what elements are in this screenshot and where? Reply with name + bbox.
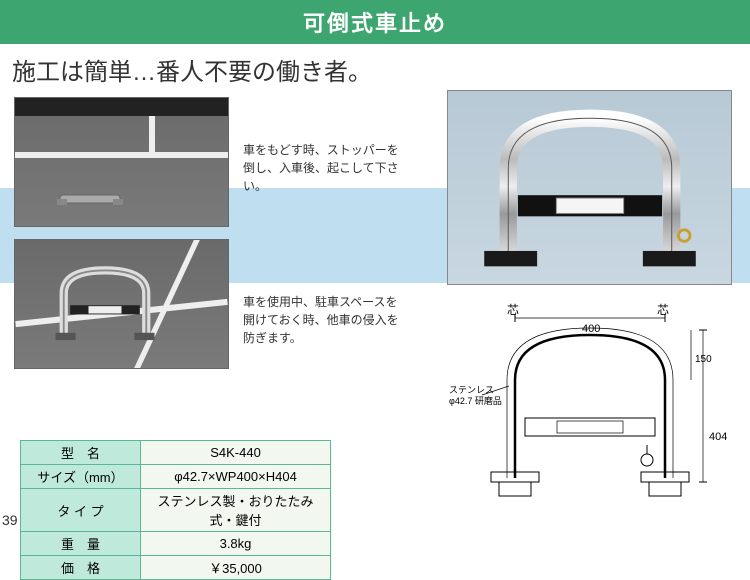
page-title: 可倒式車止め <box>303 11 447 36</box>
photo-upright <box>14 239 229 369</box>
spec-price: ￥35,000 <box>141 556 331 580</box>
spec-h-price: 価 格 <box>21 556 141 580</box>
spec-table: 型 名S4K-440 サイズ（mm）φ42.7×WP400×H404 タ イ プ… <box>20 440 331 580</box>
spec-h-size: サイズ（mm） <box>21 465 141 489</box>
table-row: 型 名S4K-440 <box>21 441 331 465</box>
spec-model: S4K-440 <box>141 441 331 465</box>
spec-h-model: 型 名 <box>21 441 141 465</box>
spec-type: ステンレス製・おりたたみ式・鍵付 <box>141 489 331 532</box>
spec-h-type: タ イ プ <box>21 489 141 532</box>
diagram-h: 404 <box>709 431 727 443</box>
table-row: 価 格￥35,000 <box>21 556 331 580</box>
page-number: 39 <box>2 512 18 528</box>
spec-weight: 3.8kg <box>141 532 331 556</box>
caption-upright: 車を使用中、駐車スペースを開けておく時、他車の侵入を防ぎます。 <box>243 293 403 347</box>
spec-size: φ42.7×WP400×H404 <box>141 465 331 489</box>
photo-folded <box>14 97 229 227</box>
spec-h-weight: 重 量 <box>21 532 141 556</box>
table-row: タ イ プステンレス製・おりたたみ式・鍵付 <box>21 489 331 532</box>
bollard-upright-icon <box>50 260 160 345</box>
bollard-folded-icon <box>55 173 125 208</box>
headline: 施工は簡単…番人不要の働き者。 <box>0 44 750 91</box>
caption-folded: 車をもどす時、ストッパーを倒し、入車後、起こして下さい。 <box>243 141 403 195</box>
table-row: サイズ（mm）φ42.7×WP400×H404 <box>21 465 331 489</box>
table-row: 重 量3.8kg <box>21 532 331 556</box>
title-bar: 可倒式車止め <box>0 0 750 44</box>
diagram-material-1: ステンレス <box>449 385 494 395</box>
diagram-material-2: φ42.7 研磨品 <box>449 396 502 406</box>
